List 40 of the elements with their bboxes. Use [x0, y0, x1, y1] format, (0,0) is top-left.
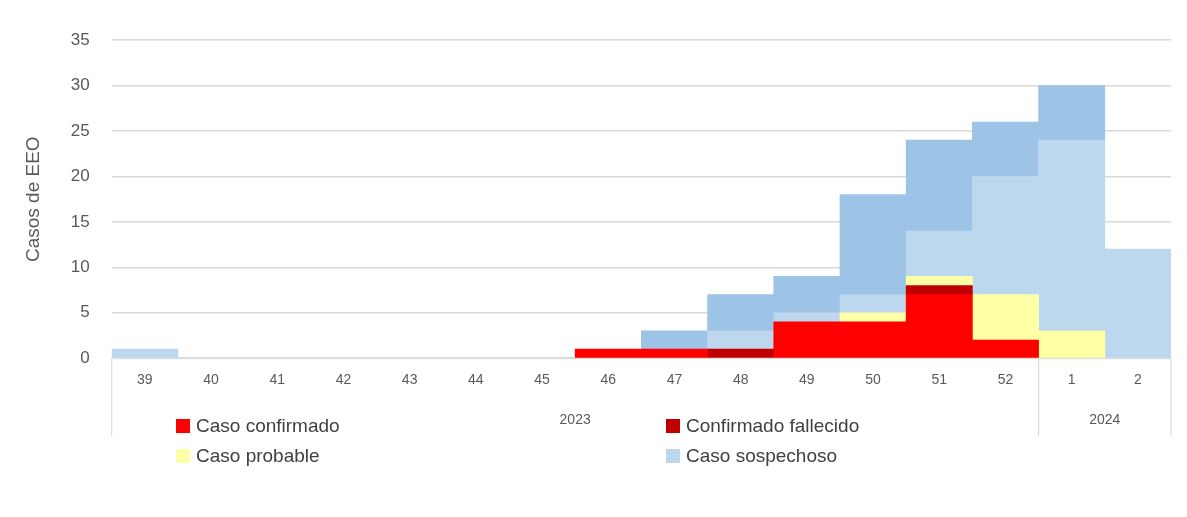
x-tick-label: 40	[203, 371, 220, 388]
y-axis-title: Casos de EEO	[21, 136, 43, 263]
x-tick-label: 46	[600, 371, 617, 388]
legend-label: Caso probable	[196, 445, 320, 467]
x-tick-label: 43	[401, 371, 418, 388]
x-tick-label: 50	[865, 371, 882, 388]
text: 2024	[1089, 411, 1121, 428]
y-tick-label: 15	[70, 211, 90, 231]
bar	[905, 285, 973, 295]
y-tick-label: 0	[80, 347, 90, 367]
x-tick-label: 52	[997, 371, 1014, 388]
bar	[707, 330, 775, 350]
bar	[839, 294, 907, 314]
legend-label: Caso sospechoso	[686, 445, 838, 467]
x-tick-label: 2	[1134, 371, 1142, 388]
y-tick-label: 5	[80, 302, 90, 322]
x-tick-label: 49	[799, 371, 815, 388]
x-tick-label: 48	[732, 371, 749, 388]
y-tick-label: 25	[70, 120, 90, 140]
legend-label: Caso confirmado	[196, 415, 340, 437]
bar	[773, 312, 841, 323]
x-tick-label: 44	[468, 371, 484, 388]
text: 2023	[559, 411, 591, 428]
x-tick-label: 51	[931, 371, 948, 388]
y-tick-label: 20	[70, 166, 90, 186]
bar	[111, 348, 179, 358]
y-tick-label: 10	[70, 257, 90, 277]
x-tick-label: 47	[666, 371, 683, 388]
y-tick-label: 30	[70, 75, 90, 95]
legend-label: Confirmado fallecido	[686, 415, 860, 437]
bar	[641, 330, 708, 350]
bar	[905, 276, 973, 286]
bar	[839, 312, 907, 323]
x-tick-label: 39	[137, 371, 153, 388]
x-tick-label: 1	[1067, 371, 1076, 388]
x-tick-label: 45	[534, 371, 551, 388]
x-tick-label: 41	[269, 371, 286, 388]
bar	[707, 348, 775, 358]
x-tick-label: 42	[335, 371, 352, 388]
y-tick-label: 35	[70, 29, 90, 49]
